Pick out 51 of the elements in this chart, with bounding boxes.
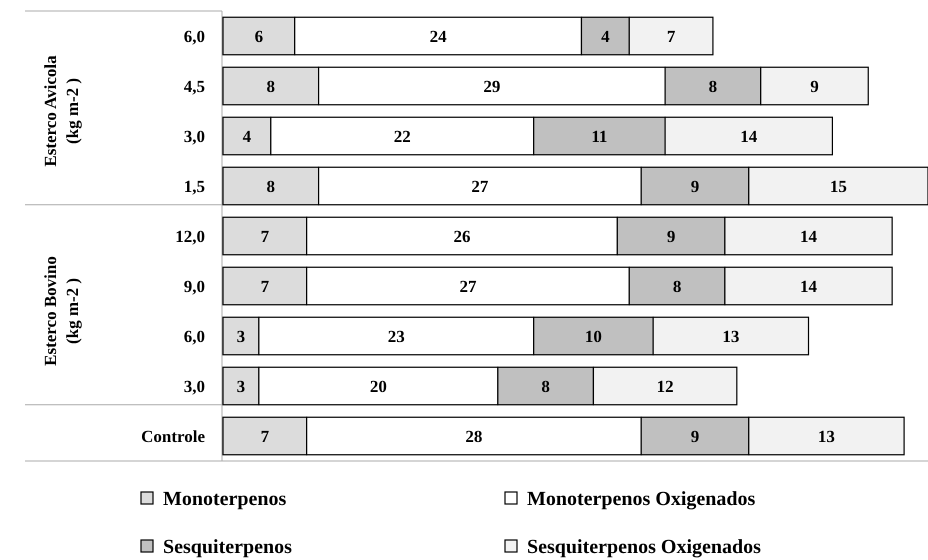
legend-label: Sesquiterpenos (163, 536, 292, 558)
data-label: 8 (266, 176, 276, 196)
data-label: 13 (818, 426, 835, 446)
y-tick-label: 3,0 (184, 126, 205, 146)
data-label: 3 (236, 326, 246, 346)
y-tick-label: 6,0 (184, 26, 205, 46)
legend-label: Sesquiterpenos Oxigenados (527, 536, 762, 558)
data-label: 4 (601, 26, 610, 46)
y-tick-label: 1,5 (184, 176, 205, 196)
data-label: 14 (800, 226, 818, 246)
y-tick-label: 9,0 (184, 276, 205, 296)
data-label: 12 (656, 376, 674, 396)
data-label: 8 (541, 376, 550, 396)
data-label: 10 (584, 326, 602, 346)
data-label: 28 (465, 426, 482, 446)
data-label: 14 (740, 126, 758, 146)
data-label: 9 (690, 176, 700, 196)
y-tick-label: Controle (141, 426, 206, 446)
y-tick-label: 3,0 (184, 376, 205, 396)
y-tick-label: 12,0 (175, 226, 205, 246)
data-label: 7 (260, 276, 270, 296)
y-tick-label: 4,5 (184, 76, 205, 96)
data-label: 9 (690, 426, 700, 446)
data-label: 8 (266, 76, 276, 96)
data-label: 9 (810, 76, 819, 96)
data-label: 9 (666, 226, 676, 246)
text: Esterco Bovino (kg m-2 ) (41, 256, 82, 366)
data-label: 23 (388, 326, 405, 346)
data-label: 15 (830, 176, 847, 196)
y-tick-label: 6,0 (184, 326, 205, 346)
text: Esterco Avicola (kg m-2 ) (41, 54, 82, 167)
legend-label: Monoterpenos Oxigenados (527, 488, 756, 510)
data-label: 8 (672, 276, 682, 296)
data-label: 13 (722, 326, 740, 346)
data-label: 24 (430, 26, 448, 46)
legend-label: Monoterpenos (163, 488, 287, 510)
data-label: 27 (471, 176, 489, 196)
data-label: 3 (236, 376, 246, 396)
data-label: 7 (260, 426, 270, 446)
data-label: 4 (242, 126, 252, 146)
data-label: 7 (260, 226, 270, 246)
data-label: 6 (254, 26, 264, 46)
data-label: 27 (459, 276, 477, 296)
data-label: 26 (453, 226, 470, 246)
data-label: 7 (666, 26, 676, 46)
data-label: 11 (591, 126, 608, 146)
data-label: 22 (394, 126, 411, 146)
data-label: 29 (483, 76, 500, 96)
data-label: 14 (800, 276, 818, 296)
data-label: 8 (708, 76, 718, 96)
data-label: 20 (370, 376, 387, 396)
